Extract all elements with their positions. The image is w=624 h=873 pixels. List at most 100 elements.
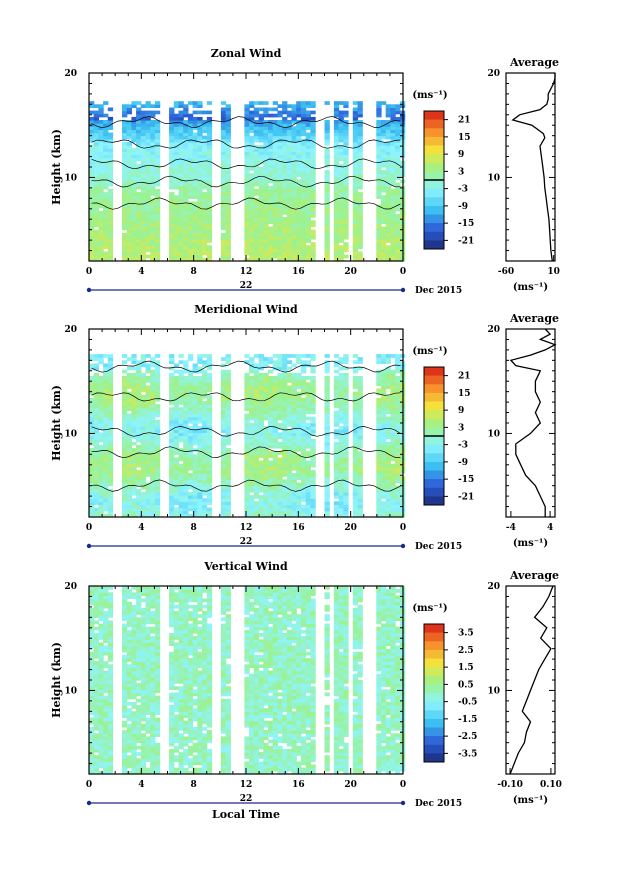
heatmap-cell xyxy=(178,154,184,159)
heatmap-cell xyxy=(310,132,316,137)
heatmap-cell xyxy=(122,479,128,484)
heatmap-cell xyxy=(300,435,307,440)
heatmap-cell xyxy=(296,129,302,134)
heatmap-cell xyxy=(169,513,175,518)
heatmap-cell xyxy=(253,501,260,505)
heatmap-cell xyxy=(98,510,104,515)
heatmap-cell xyxy=(385,251,391,256)
heatmap-cell xyxy=(89,120,95,124)
heatmap-cell xyxy=(206,451,213,455)
heatmap-cell xyxy=(169,354,175,358)
heatmap-cell xyxy=(390,188,396,193)
heatmap-cell xyxy=(268,235,274,240)
heatmap-cell xyxy=(272,397,278,402)
heatmap-cell xyxy=(178,176,184,181)
heatmap-cell xyxy=(282,448,288,452)
heatmap-cell xyxy=(272,466,278,471)
heatmap-cell xyxy=(258,510,264,515)
heatmap-cell xyxy=(352,148,359,152)
heatmap-cell xyxy=(122,463,128,468)
heatmap-cell xyxy=(249,501,255,505)
heatmap-cell xyxy=(206,135,213,140)
heatmap-cell xyxy=(197,470,203,474)
heatmap-cell xyxy=(376,195,382,199)
heatmap-cell xyxy=(357,223,363,228)
heatmap-cell xyxy=(98,173,104,177)
heatmap-cell xyxy=(173,132,180,137)
heatmap-cell xyxy=(385,214,391,218)
heatmap-cell xyxy=(253,488,260,493)
heatmap-cell xyxy=(258,217,264,221)
heatmap-cell xyxy=(173,160,180,165)
heatmap-cell xyxy=(145,173,151,177)
heatmap-cell xyxy=(122,369,128,374)
heatmap-cell xyxy=(169,435,175,440)
heatmap-cell xyxy=(385,510,391,515)
heatmap-cell xyxy=(381,207,387,212)
heatmap-cell xyxy=(282,485,288,490)
heatmap-cell xyxy=(140,198,147,202)
heatmap-cell xyxy=(98,385,104,390)
heatmap-cell xyxy=(282,251,288,256)
heatmap-cell xyxy=(343,245,349,249)
heatmap-cell xyxy=(282,419,288,424)
heatmap-cell xyxy=(277,444,283,449)
heatmap-cell xyxy=(244,110,250,115)
heatmap-cell xyxy=(296,470,302,474)
heatmap-cell xyxy=(225,454,231,458)
heatmap-cell xyxy=(178,145,184,149)
heatmap-cell xyxy=(145,129,151,134)
heatmap-cell xyxy=(305,438,311,443)
heatmap-cell xyxy=(103,232,109,237)
heatmap-cell xyxy=(291,476,297,480)
heatmap-cell xyxy=(103,354,109,358)
heatmap-cell xyxy=(178,160,184,165)
heatmap-cell xyxy=(381,251,387,256)
heatmap-cell xyxy=(352,188,359,193)
heatmap-cell xyxy=(395,207,401,212)
heatmap-cell xyxy=(385,207,391,212)
heatmap-cell xyxy=(93,157,99,162)
heatmap-cell xyxy=(154,242,161,246)
heatmap-cell xyxy=(145,123,151,127)
heatmap-cell xyxy=(296,507,302,512)
heatmap-cell xyxy=(93,129,99,134)
heatmap-cell xyxy=(178,376,184,380)
heatmap-cell xyxy=(282,376,288,380)
heatmap-cell xyxy=(376,432,382,437)
heatmap-cell xyxy=(385,410,391,415)
heatmap-cell xyxy=(103,460,109,465)
heatmap-cell xyxy=(154,120,161,124)
heatmap-cell xyxy=(381,470,387,474)
heatmap-cell xyxy=(103,173,109,177)
heatmap-cell xyxy=(154,372,161,377)
heatmap-cell xyxy=(310,444,316,449)
heatmap-cell xyxy=(136,179,142,184)
heatmap-cell xyxy=(291,451,297,455)
heatmap-cell xyxy=(291,466,297,471)
heatmap-cell xyxy=(98,210,104,215)
zero-contour xyxy=(91,116,401,129)
heatmap-cell xyxy=(197,498,203,502)
heatmap-cell xyxy=(178,482,184,487)
heatmap-cell xyxy=(300,416,307,421)
heatmap-cell xyxy=(136,123,142,127)
heatmap-cell xyxy=(140,185,147,190)
heatmap-cell xyxy=(343,223,349,228)
heatmap-cell xyxy=(291,495,297,499)
heatmap-cell xyxy=(154,188,161,193)
heatmap-cell xyxy=(352,410,359,415)
heatmap-cell xyxy=(220,220,227,224)
heatmap-cell xyxy=(268,113,274,118)
heatmap-cell xyxy=(140,382,147,386)
heatmap-cell xyxy=(300,498,307,502)
heatmap-cell xyxy=(192,413,198,418)
heatmap-cell xyxy=(249,179,255,184)
heatmap-cell xyxy=(98,176,104,181)
heatmap-cell xyxy=(357,454,363,458)
heatmap-cell xyxy=(282,170,288,174)
heatmap-cell xyxy=(333,110,340,115)
heatmap-cell xyxy=(376,154,382,159)
heatmap-cell xyxy=(258,366,264,371)
heatmap-cell xyxy=(357,432,363,437)
